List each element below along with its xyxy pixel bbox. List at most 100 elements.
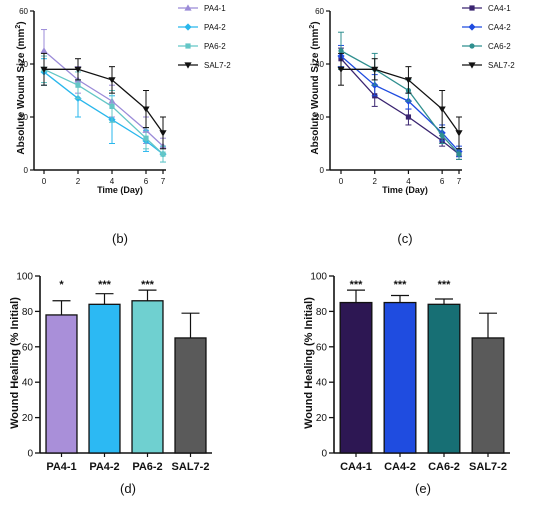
panel-d-significance-label: *** [141, 279, 155, 291]
panel-c-legend-marker [468, 23, 476, 31]
panel-b-ylabel: Absolute Wound Size (mm2) [15, 21, 27, 154]
panel-c-x-tick-label: 4 [406, 177, 411, 186]
panel-b-legend-marker [184, 62, 192, 69]
panel-c-xlabel: Time (Day) [382, 185, 428, 195]
panel-c-y-tick-label: 0 [320, 166, 325, 175]
panel-e-bar [383, 301, 417, 454]
panel-b-data-point [142, 106, 150, 113]
panel-d-y-tick-label: 0 [27, 449, 33, 460]
panel-e-significance-label: *** [350, 279, 364, 291]
panel-e-caption: (e) [415, 481, 431, 496]
panel-c-legend-label: SAL7-2 [488, 61, 515, 70]
panel-b-x-tick-label: 4 [110, 177, 115, 186]
panel-c-legend-marker [468, 62, 476, 69]
panel-d-y-tick-label: 40 [22, 378, 34, 389]
panel-d-x-tick-label: SAL7-2 [172, 461, 210, 473]
panel-c-data-point [337, 66, 345, 73]
panel-b-legend-label: PA4-1 [204, 4, 226, 13]
panel-b-legend-marker [185, 43, 191, 49]
panel-b-data-point [40, 66, 48, 73]
panel-b-x-tick-label: 6 [144, 177, 149, 186]
panel-c-legend-marker [469, 43, 475, 49]
panel-b-legend-marker [184, 23, 192, 31]
panel-b-y-tick-label: 0 [24, 166, 29, 175]
panel-c-x-tick-label: 6 [440, 177, 445, 186]
panel-b-data-point [75, 82, 81, 88]
panel-c-y-tick-label: 20 [315, 113, 324, 122]
panel-e-bar [427, 303, 461, 454]
panel-d-bar-chart: Wound Healing (% Initial) (d) 0 20 40 60 80 1… [9, 272, 212, 496]
panel-c-legend-label: CA4-2 [488, 23, 511, 32]
panel-b-data-point [160, 151, 166, 157]
panel-d-ylabel: Wound Healing (% Initial) [9, 297, 21, 429]
panel-c-x-tick-label: 7 [457, 177, 462, 186]
panel-c-data-point [439, 132, 445, 139]
panel-c-data-point [438, 106, 446, 113]
panel-d-bar [45, 314, 78, 454]
panel-e-significance-label: *** [438, 279, 452, 291]
panel-b-xlabel: Time (Day) [97, 185, 143, 195]
panel-c-x-tick-label: 2 [372, 177, 377, 186]
panel-b-caption: (b) [112, 231, 128, 246]
panel-d-y-tick-label: 20 [22, 413, 34, 424]
panel-d-x-tick-label: PA4-1 [46, 461, 76, 473]
panel-d-bar [88, 303, 121, 454]
panel-d-bar [131, 300, 164, 454]
panel-e-x-tick-label: CA4-2 [384, 461, 416, 473]
panel-b-line-chart: Absolute Wound Size (mm2) Time (Day) (b)… [15, 4, 231, 246]
panel-b-x-tick-label: 7 [161, 177, 166, 186]
panel-e-y-tick-label: 100 [310, 272, 327, 283]
panel-c-y-tick-label: 40 [315, 60, 324, 69]
panel-b-data-point [40, 47, 48, 54]
panel-d-bar [174, 337, 207, 454]
panel-e-bar [339, 301, 373, 454]
panel-b-legend-marker [184, 4, 192, 11]
panel-b-legend-label: PA6-2 [204, 42, 226, 51]
panel-e-y-tick-label: 0 [321, 449, 327, 460]
panel-d-caption: (d) [120, 481, 136, 496]
panel-b-data-point [159, 130, 167, 137]
panel-d-y-tick-label: 60 [22, 342, 34, 353]
panel-c-data-point [338, 48, 344, 54]
panel-b-data-point [143, 135, 149, 141]
panel-c-legend-label: CA6-2 [488, 42, 511, 51]
panel-d-y-tick-label: 80 [22, 307, 34, 318]
panel-b-data-point [109, 103, 115, 109]
panel-e-x-tick-label: SAL7-2 [469, 461, 507, 473]
panel-e-x-tick-label: CA4-1 [340, 461, 372, 473]
panel-d-x-tick-label: PA6-2 [132, 461, 162, 473]
panel-e-bar-chart: Wound Healing (% Initial) (e) 0 20 40 60 80 1… [303, 272, 510, 496]
panel-d-significance-label: * [59, 279, 64, 291]
panel-b-y-tick-label: 40 [19, 60, 28, 69]
panel-b-y-tick-label: 20 [19, 113, 28, 122]
panel-b-x-tick-label: 0 [42, 177, 47, 186]
panel-c-data-point [405, 114, 412, 120]
panel-d-y-tick-label: 100 [16, 272, 33, 283]
panel-e-y-tick-label: 40 [316, 378, 328, 389]
panel-c-ylabel: Absolute Wound Size (mm2) [309, 21, 321, 154]
panel-c-data-point [404, 77, 413, 84]
panel-c-caption: (c) [397, 231, 412, 246]
panel-c-data-point [371, 66, 379, 73]
panel-b-legend-label: PA4-2 [204, 23, 226, 32]
panel-b-legend-label: SAL7-2 [204, 61, 231, 70]
panel-d-x-tick-label: PA4-2 [89, 461, 119, 473]
panel-e-y-tick-label: 20 [316, 413, 328, 424]
panel-c-data-point [455, 130, 463, 137]
panel-c-line-chart: Absolute Wound Size (mm2) Time (Day) (c)… [309, 4, 515, 246]
panel-c-x-tick-label: 0 [339, 177, 344, 186]
panel-c-legend-marker [469, 5, 475, 11]
panel-e-y-tick-label: 60 [316, 342, 328, 353]
panel-d-significance-label: *** [98, 279, 112, 291]
panel-c-data-point [456, 151, 462, 157]
panel-b-data-point [108, 77, 116, 84]
panel-b-y-tick-label: 60 [19, 7, 28, 16]
panel-c-y-tick-label: 60 [315, 7, 324, 16]
panel-e-y-tick-label: 80 [316, 307, 328, 318]
panel-b-x-tick-label: 2 [76, 177, 81, 186]
panel-b-data-point [74, 66, 82, 73]
panel-e-ylabel: Wound Healing (% Initial) [303, 297, 315, 429]
panel-e-x-tick-label: CA6-2 [428, 461, 460, 473]
